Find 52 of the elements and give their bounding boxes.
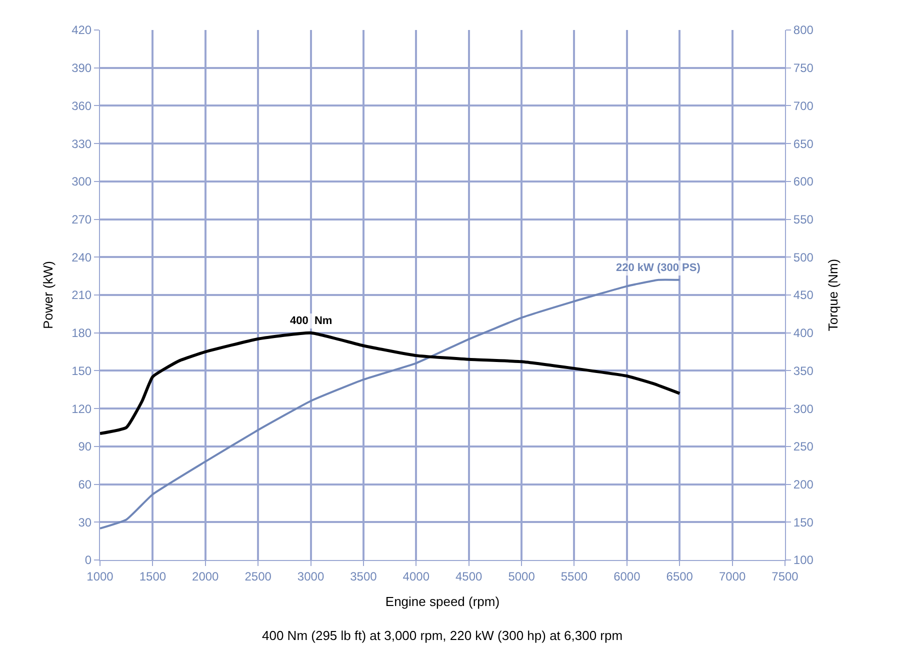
x-tick-label: 2500: [244, 569, 272, 584]
line-series: [100, 278, 681, 530]
x-tick-label: 4500: [456, 569, 483, 584]
x-tick-label: 4000: [402, 569, 430, 584]
y2-tick-label: 400: [793, 326, 814, 340]
y2-tick-label: 700: [793, 98, 814, 113]
y2-tick-label: 350: [793, 364, 814, 378]
y-tick-label: 420: [72, 23, 92, 38]
x-axis-title: Engine speed (rpm): [385, 594, 500, 609]
y-axis-title: Power (kW): [40, 261, 56, 329]
y2-tick-label: 500: [793, 250, 814, 264]
y-tick-label: 150: [72, 364, 92, 378]
y-tick-label: 390: [72, 61, 92, 76]
x-tick-label: 5000: [508, 569, 536, 584]
annotation: 220 kW (300 PS): [616, 262, 701, 274]
y-tick-label: 120: [72, 402, 92, 416]
y2-tick-label: 550: [793, 212, 814, 226]
y2-axis-title: Torque (Nm): [825, 258, 840, 332]
y2-tick-label: 750: [793, 61, 814, 76]
y2-tick-label: 300: [793, 402, 814, 416]
y-tick-label: 30: [78, 515, 92, 530]
y-tick-label: 270: [72, 212, 92, 226]
text: 400 Nm (295 lb ft) at 3,000 rpm, 220 kW (300 hp) at 6,300 rpm: [262, 628, 623, 643]
x-tick-label: 2000: [192, 569, 220, 584]
x-tick-label: 3500: [350, 569, 378, 584]
annotation: 400 Nm: [290, 315, 332, 327]
y-tick-label: 330: [72, 136, 92, 151]
y2-tick-label: 800: [793, 23, 814, 38]
x-tick-label: 1000: [86, 569, 114, 584]
y-tick-label: 300: [72, 174, 92, 189]
line-series: [100, 331, 682, 436]
y2-tick-label: 250: [793, 440, 814, 454]
y-tick-label: 360: [72, 98, 92, 113]
y2-tick-label: 650: [793, 136, 814, 151]
y2-tick-label: 600: [793, 174, 814, 189]
y-tick-label: 240: [72, 250, 92, 264]
y-tick-label: 60: [78, 477, 92, 492]
x-tick-label: 7000: [718, 569, 746, 584]
x-tick-label: 7500: [772, 569, 799, 584]
y-tick-label: 90: [78, 440, 92, 454]
x-tick-label: 3000: [297, 569, 324, 584]
x-tick-label: 5500: [560, 569, 588, 584]
x-tick-label: 6000: [614, 569, 641, 584]
y2-tick-label: 150: [793, 515, 814, 530]
y2-tick-label: 100: [793, 553, 814, 568]
x-tick-label: 1500: [139, 569, 166, 584]
y-tick-label: 180: [72, 326, 92, 340]
y-tick-label: 0: [84, 553, 92, 568]
y2-tick-label: 450: [793, 288, 814, 302]
y2-tick-label: 200: [793, 477, 814, 492]
y-tick-label: 210: [72, 288, 92, 302]
x-tick-label: 6500: [666, 569, 694, 584]
